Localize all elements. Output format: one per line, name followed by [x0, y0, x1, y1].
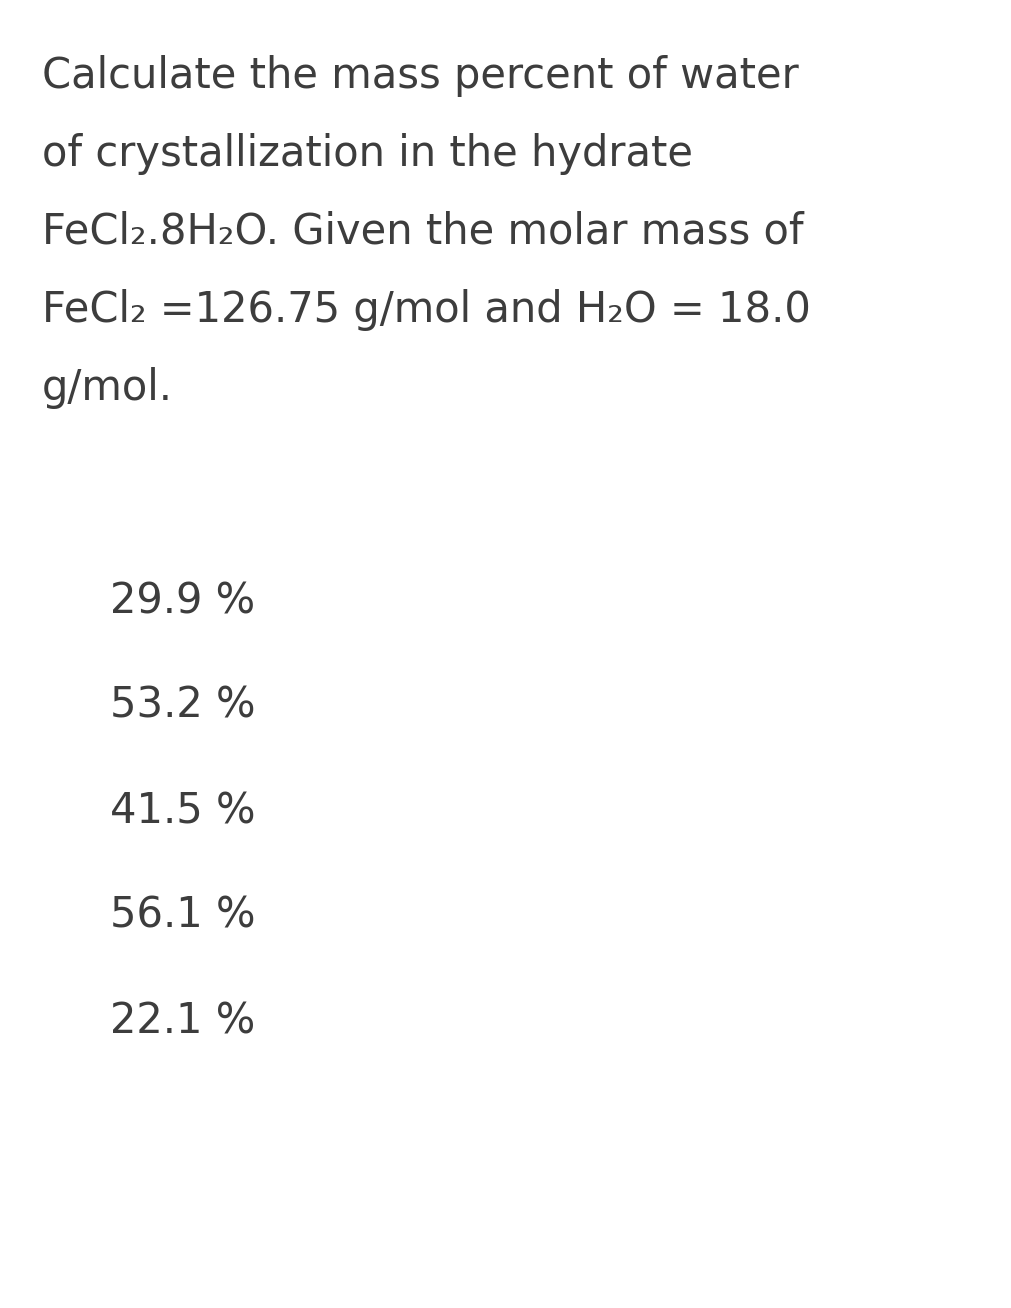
Text: Calculate the mass percent of water: Calculate the mass percent of water: [42, 55, 798, 97]
Text: 22.1 %: 22.1 %: [110, 1001, 255, 1042]
Text: FeCl₂.8H₂O. Given the molar mass of: FeCl₂.8H₂O. Given the molar mass of: [42, 211, 803, 252]
Text: g/mol.: g/mol.: [42, 368, 173, 409]
Text: 56.1 %: 56.1 %: [110, 895, 255, 937]
Text: 53.2 %: 53.2 %: [110, 685, 255, 727]
Text: of crystallization in the hydrate: of crystallization in the hydrate: [42, 133, 693, 175]
Text: 41.5 %: 41.5 %: [110, 790, 255, 832]
Text: FeCl₂ =126.75 g/mol and H₂O = 18.0: FeCl₂ =126.75 g/mol and H₂O = 18.0: [42, 289, 810, 331]
Text: 29.9 %: 29.9 %: [110, 579, 255, 623]
